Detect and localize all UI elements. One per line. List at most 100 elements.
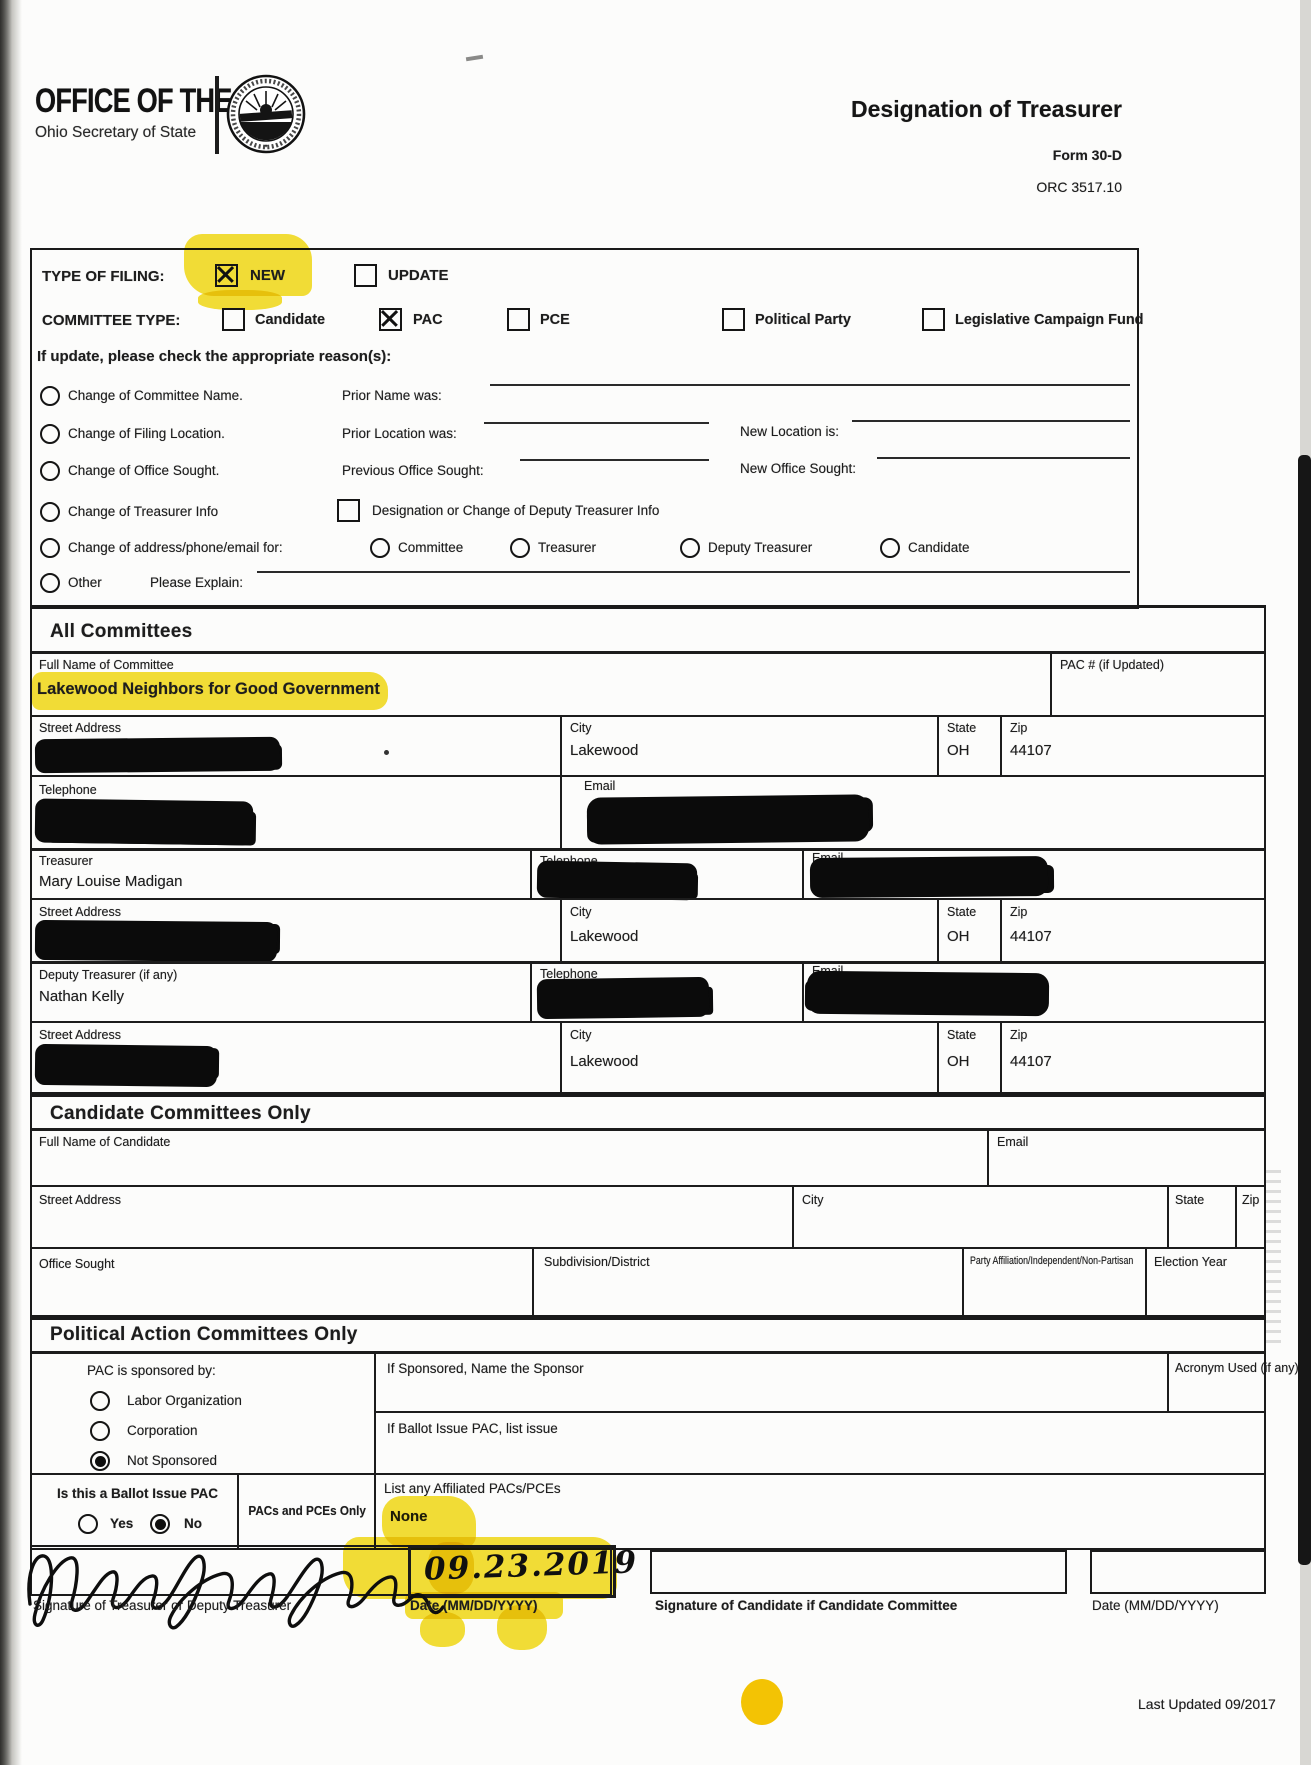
- prior-name-label: Prior Name was:: [342, 388, 442, 403]
- deputy-city-value: Lakewood: [570, 1053, 639, 1070]
- redaction-treasurer-telephone: [536, 860, 698, 901]
- explain-field[interactable]: [257, 571, 1130, 573]
- deputy-state-value: OH: [947, 1053, 970, 1070]
- prior-location-field[interactable]: [484, 422, 709, 424]
- radio-other[interactable]: [40, 573, 60, 593]
- radio-change-treasurer[interactable]: [40, 502, 60, 522]
- prior-location-label: Prior Location was:: [342, 426, 457, 441]
- radio-not-sponsored[interactable]: [90, 1451, 110, 1471]
- candidate-signature-label: Signature of Candidate if Candidate Comm…: [655, 1598, 958, 1613]
- deputy-label: Deputy Treasurer (if any): [39, 968, 178, 982]
- document-title: Designation of Treasurer: [851, 96, 1122, 122]
- previous-office-field[interactable]: [520, 459, 709, 461]
- radio-corporation[interactable]: [90, 1421, 110, 1441]
- scan-edge-right-dark: [1298, 455, 1311, 1565]
- highlight-committee-name: [32, 672, 388, 710]
- deputy-telephone-label: Telephone: [540, 967, 598, 981]
- checkbox-pce[interactable]: [507, 308, 530, 331]
- treasurer-state-value: OH: [947, 928, 970, 945]
- checkbox-new[interactable]: [215, 264, 238, 287]
- redaction-treasurer-street: [34, 919, 278, 963]
- scan-artifact-stamp: [1266, 1170, 1281, 1350]
- radio-contact-treasurer[interactable]: [510, 538, 530, 558]
- treasurer-signature-handwriting: [27, 1554, 445, 1630]
- sponsored-by-label: PAC is sponsored by:: [87, 1363, 216, 1378]
- checkbox-candidate[interactable]: [222, 308, 245, 331]
- pac-only-box: Political Action Committees Only PAC is …: [30, 1315, 1299, 1550]
- redaction-deputy-street: [34, 1043, 218, 1088]
- redaction-committee-email: [586, 794, 870, 845]
- candidate-name-label: Full Name of Candidate: [39, 1135, 171, 1149]
- checkbox-pac[interactable]: [379, 308, 402, 331]
- contact-committee-label: Committee: [398, 540, 464, 555]
- contact-treasurer-label: Treasurer: [538, 540, 597, 555]
- radio-change-contact[interactable]: [40, 538, 60, 558]
- committee-zip-label: Zip: [1010, 721, 1028, 735]
- new-office-field[interactable]: [877, 457, 1130, 459]
- highlight-date-drip-2: [497, 1605, 547, 1650]
- radio-contact-deputy[interactable]: [680, 538, 700, 558]
- update-label: UPDATE: [388, 267, 449, 284]
- checkbox-political-party[interactable]: [722, 308, 745, 331]
- deputy-value: Nathan Kelly: [39, 988, 125, 1005]
- checkbox-update[interactable]: [354, 264, 377, 287]
- checkbox-lcf[interactable]: [922, 308, 945, 331]
- yellow-dot-mark: [741, 1679, 783, 1725]
- treasurer-value: Mary Louise Madigan: [39, 873, 183, 890]
- radio-ballot-yes[interactable]: [78, 1514, 98, 1534]
- candidate-email-label: Email: [997, 1135, 1029, 1149]
- committee-city-label: City: [570, 721, 592, 735]
- radio-labor[interactable]: [90, 1391, 110, 1411]
- radio-contact-committee[interactable]: [370, 538, 390, 558]
- treasurer-city-label: City: [570, 905, 592, 919]
- change-location-label: Change of Filing Location.: [68, 426, 225, 441]
- candidate-signature-box[interactable]: [650, 1550, 1067, 1594]
- radio-change-location[interactable]: [40, 424, 60, 444]
- checkbox-deputy-info[interactable]: [337, 499, 360, 522]
- candidate-street-label: Street Address: [39, 1193, 121, 1207]
- logo-divider: [215, 76, 219, 154]
- highlight-new: [184, 234, 312, 296]
- corporation-label: Corporation: [127, 1423, 198, 1438]
- pacs-pces-only-label: PACs and PCEs Only: [248, 1503, 366, 1518]
- committee-street-label: Street Address: [39, 721, 121, 735]
- last-updated-label: Last Updated 09/2017: [1138, 1696, 1276, 1712]
- political-party-type-label: Political Party: [755, 312, 851, 328]
- new-location-field[interactable]: [852, 420, 1130, 422]
- treasurer-date-handwriting: 09.23.2019: [423, 1544, 639, 1588]
- radio-contact-candidate[interactable]: [880, 538, 900, 558]
- treasurer-state-label: State: [947, 905, 977, 919]
- agency-logo-title: OFFICE OF THE: [35, 82, 232, 120]
- candidate-date-box[interactable]: [1090, 1550, 1266, 1594]
- full-name-value: Lakewood Neighbors for Good Government: [37, 680, 380, 698]
- change-treasurer-label: Change of Treasurer Info: [68, 504, 219, 519]
- new-location-label: New Location is:: [740, 424, 840, 439]
- treasurer-zip-label: Zip: [1010, 905, 1028, 919]
- highlight-date-drip-1: [420, 1612, 465, 1647]
- deputy-info-label: Designation or Change of Deputy Treasure…: [372, 503, 660, 518]
- committee-telephone-label: Telephone: [39, 783, 97, 797]
- deputy-zip-value: 44107: [1010, 1053, 1052, 1070]
- not-sponsored-label: Not Sponsored: [127, 1453, 218, 1468]
- lcf-type-label: Legislative Campaign Fund: [955, 312, 1144, 328]
- radio-change-name[interactable]: [40, 386, 60, 406]
- radio-ballot-no[interactable]: [150, 1514, 170, 1534]
- redaction-deputy-email: [806, 970, 1050, 1017]
- prior-name-field[interactable]: [490, 384, 1130, 386]
- other-label: Other: [68, 575, 102, 590]
- committee-zip-value: 44107: [1010, 742, 1052, 759]
- treasurer-date-box[interactable]: [408, 1545, 616, 1598]
- scan-speck: [384, 750, 389, 755]
- election-year-label: Election Year: [1154, 1255, 1227, 1269]
- ballot-issue-label: If Ballot Issue PAC, list issue: [387, 1421, 558, 1436]
- change-name-label: Change of Committee Name.: [68, 388, 243, 403]
- form-number: Form 30-D: [1052, 147, 1122, 163]
- type-of-filing-label: TYPE OF FILING:: [42, 268, 165, 285]
- sponsor-name-label: If Sponsored, Name the Sponsor: [387, 1361, 584, 1376]
- subdivision-label: Subdivision/District: [544, 1255, 650, 1269]
- redaction-treasurer-email: [809, 855, 1049, 899]
- radio-change-office[interactable]: [40, 461, 60, 481]
- ballot-yes-label: Yes: [110, 1516, 134, 1531]
- scan-speck: [465, 54, 484, 62]
